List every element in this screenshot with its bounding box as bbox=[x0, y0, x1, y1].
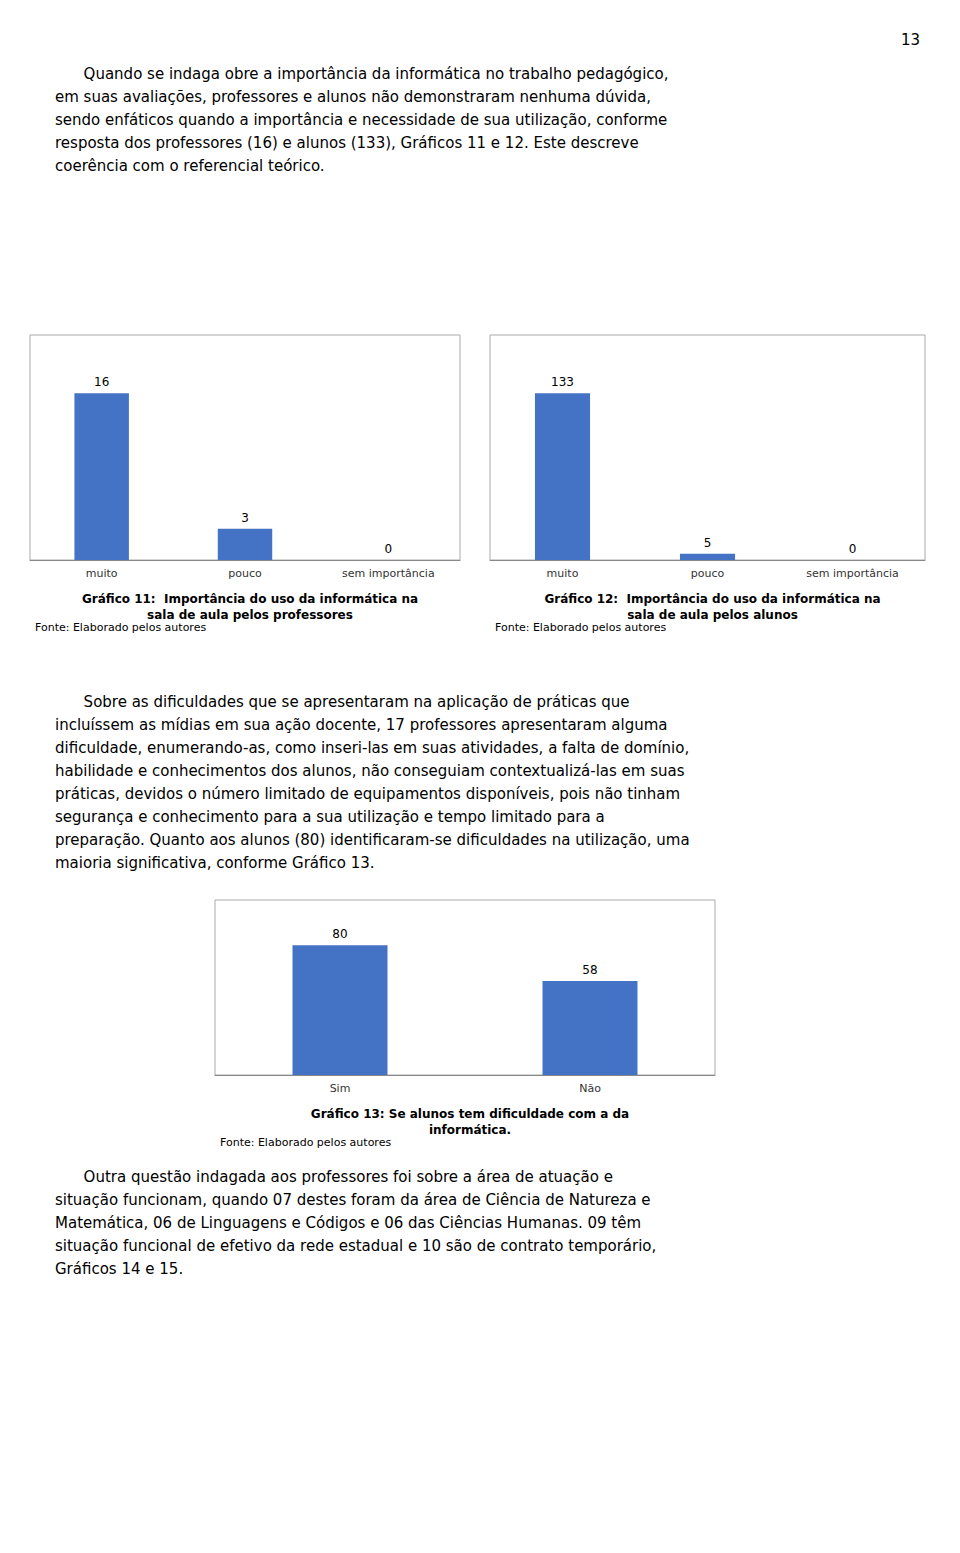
svg-text:segurança e conhecimento para: segurança e conhecimento para a sua util… bbox=[55, 808, 605, 826]
svg-text:Quando se indaga obre a import: Quando se indaga obre a importância da i… bbox=[55, 65, 669, 83]
svg-text:Fonte: Elaborado pelos autores: Fonte: Elaborado pelos autores bbox=[220, 1136, 391, 1149]
svg-text:coerência com o referencial te: coerência com o referencial teórico. bbox=[55, 157, 325, 175]
svg-text:Gráfico 12: Importância do us: Gráfico 12: Importância do uso da inform… bbox=[544, 592, 880, 606]
svg-text:Gráfico 13: Se alunos tem difi: Gráfico 13: Se alunos tem dificuldade co… bbox=[311, 1107, 629, 1121]
svg-text:práticas, devidos o número lim: práticas, devidos o número limitado de e… bbox=[55, 785, 680, 803]
svg-text:pouco: pouco bbox=[228, 567, 262, 580]
svg-text:dificuldade, enumerando-as, co: dificuldade, enumerando-as, como inseri-… bbox=[55, 739, 689, 757]
svg-text:incluíssem as mídias em sua aç: incluíssem as mídias em sua ação docente… bbox=[55, 716, 668, 734]
svg-text:habilidade e conhecimentos dos: habilidade e conhecimentos dos alunos, n… bbox=[55, 762, 685, 780]
svg-text:resposta dos professores (16): resposta dos professores (16) e alunos (… bbox=[55, 134, 639, 152]
svg-text:133: 133 bbox=[551, 375, 574, 389]
svg-text:situação funcionam, quando 07: situação funcionam, quando 07 destes for… bbox=[55, 1191, 651, 1209]
svg-text:pouco: pouco bbox=[691, 567, 725, 580]
svg-text:Não: Não bbox=[579, 1082, 601, 1095]
svg-text:sem importância: sem importância bbox=[342, 567, 435, 580]
svg-text:sem importância: sem importância bbox=[806, 567, 899, 580]
svg-text:58: 58 bbox=[582, 963, 597, 977]
svg-text:sendo enfáticos quando a impor: sendo enfáticos quando a importância e n… bbox=[55, 111, 667, 129]
svg-text:sala de aula pelos professores: sala de aula pelos professores bbox=[147, 608, 353, 622]
svg-text:preparação. Quanto aos alunos: preparação. Quanto aos alunos (80) ident… bbox=[55, 831, 690, 849]
svg-text:Matemática, 06 de Linguagens e: Matemática, 06 de Linguagens e Códigos e… bbox=[55, 1214, 641, 1232]
svg-text:em suas avaliações, professore: em suas avaliações, professores e alunos… bbox=[55, 88, 651, 106]
svg-text:Outra questão indagada aos pro: Outra questão indagada aos professores f… bbox=[55, 1168, 613, 1186]
svg-text:5: 5 bbox=[704, 536, 712, 550]
svg-text:situação funcional de efetivo: situação funcional de efetivo da rede es… bbox=[55, 1237, 656, 1255]
svg-text:muito: muito bbox=[547, 567, 579, 580]
svg-text:sala de aula pelos alunos: sala de aula pelos alunos bbox=[627, 608, 798, 622]
svg-text:maioria significativa, conform: maioria significativa, conforme Gráfico … bbox=[55, 854, 375, 872]
svg-text:muito: muito bbox=[86, 567, 118, 580]
svg-text:0: 0 bbox=[385, 542, 393, 556]
svg-text:Fonte: Elaborado pelos autores: Fonte: Elaborado pelos autores bbox=[495, 621, 666, 634]
svg-text:80: 80 bbox=[332, 927, 347, 941]
svg-text:16: 16 bbox=[94, 375, 109, 389]
svg-text:Sim: Sim bbox=[330, 1082, 351, 1095]
svg-text:Fonte: Elaborado pelos autores: Fonte: Elaborado pelos autores bbox=[35, 621, 206, 634]
svg-text:Gráfico 11: Importância do us: Gráfico 11: Importância do uso da inform… bbox=[82, 592, 418, 606]
svg-text:informática.: informática. bbox=[429, 1123, 511, 1137]
svg-text:Gráficos 14 e 15.: Gráficos 14 e 15. bbox=[55, 1260, 183, 1278]
svg-text:13: 13 bbox=[901, 31, 920, 49]
svg-text:3: 3 bbox=[241, 511, 249, 525]
svg-text:Sobre as dificuldades que se a: Sobre as dificuldades que se apresentara… bbox=[55, 693, 630, 711]
svg-text:0: 0 bbox=[849, 542, 857, 556]
